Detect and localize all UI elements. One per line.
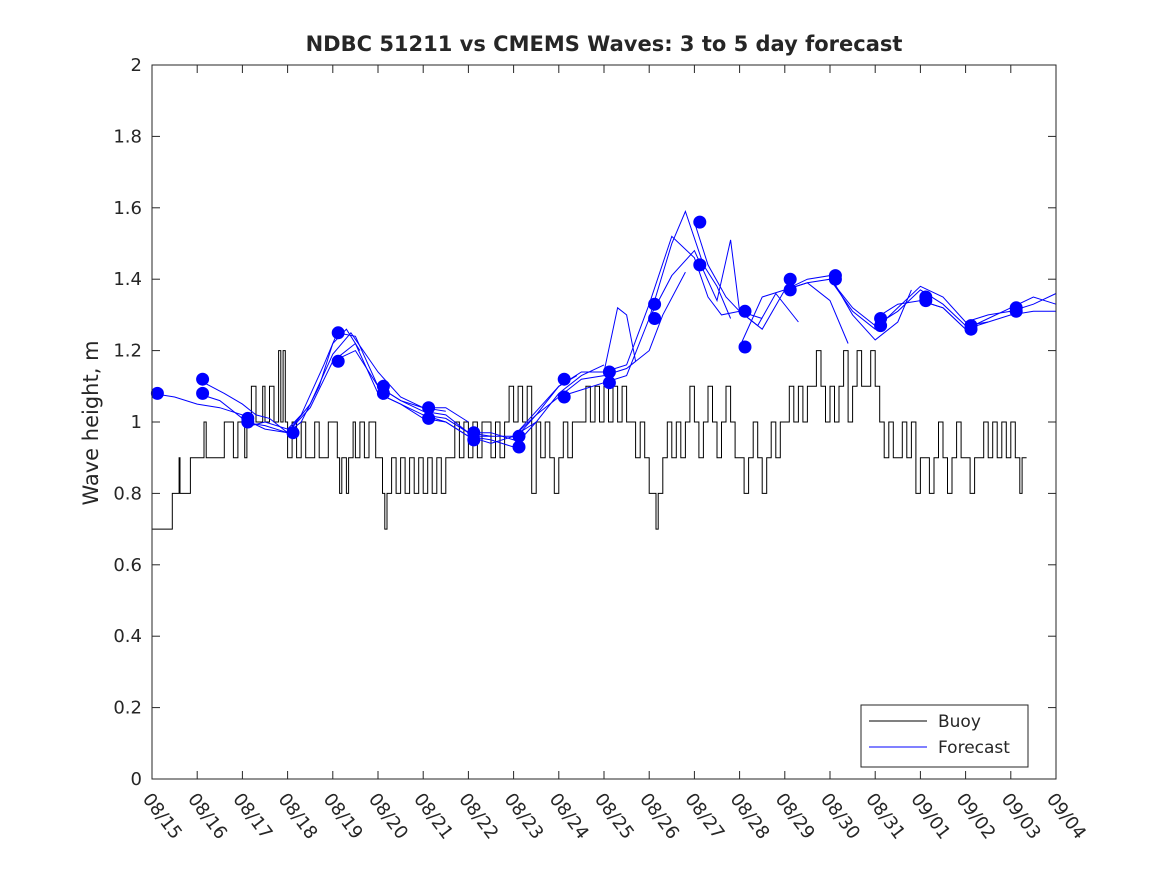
forecast-marker <box>557 372 571 386</box>
forecast-marker <box>150 386 164 400</box>
forecast-marker <box>376 386 390 400</box>
y-tick-label: 0.8 <box>113 483 142 504</box>
forecast-marker <box>196 372 210 386</box>
forecast-marker <box>467 433 481 447</box>
legend: Buoy Forecast <box>860 704 1029 768</box>
forecast-run-line-13 <box>648 239 799 327</box>
forecast-marker <box>557 390 571 404</box>
forecast-marker <box>196 386 210 400</box>
y-axis-label: Wave height, m <box>79 340 103 505</box>
legend-buoy-label: Buoy <box>938 712 981 732</box>
legend-box <box>860 704 1029 768</box>
legend-forecast-label: Forecast <box>938 738 1010 758</box>
y-tick-label: 0.6 <box>113 555 142 576</box>
forecast-marker <box>648 312 662 325</box>
forecast-run-line-12 <box>603 235 763 373</box>
forecast-marker <box>331 326 345 340</box>
forecast-marker <box>693 215 707 229</box>
forecast-marker <box>1009 304 1023 318</box>
y-tick-label: 1.6 <box>113 198 142 219</box>
forecast-marker <box>693 258 707 272</box>
buoy-series-line <box>152 350 1027 530</box>
forecast-marker <box>828 272 842 286</box>
forecast-run-line-2 <box>196 328 361 434</box>
forecast-marker <box>874 319 888 333</box>
forecast-run-line-11 <box>558 209 732 398</box>
forecast-marker <box>602 376 616 390</box>
y-tick-label: 1.4 <box>113 269 142 290</box>
forecast-marker <box>286 426 300 440</box>
forecast-marker <box>964 322 978 336</box>
y-tick-label: 1.2 <box>113 341 142 362</box>
forecast-run-line-3 <box>197 331 446 434</box>
forecast-marker <box>919 294 933 308</box>
forecast-marker <box>738 304 752 318</box>
y-tick-label: 0.4 <box>113 626 142 647</box>
y-tick-label: 0 <box>131 769 142 790</box>
forecast-run-line-19 <box>920 300 1056 330</box>
forecast-marker <box>783 283 797 297</box>
forecast-marker <box>241 415 255 429</box>
plot-area <box>150 209 1057 530</box>
forecast-marker <box>512 440 526 454</box>
forecast-marker <box>648 297 662 311</box>
y-tick-label: 1 <box>131 412 142 433</box>
y-tick-label: 2 <box>131 55 142 76</box>
forecast-marker <box>422 411 436 425</box>
y-tick-label: 0.2 <box>113 698 142 719</box>
forecast-run-line-14 <box>693 221 849 344</box>
forecast-marker <box>331 354 345 368</box>
y-tick-label: 1.8 <box>113 126 142 147</box>
forecast-marker <box>738 340 752 354</box>
chart-title: NDBC 51211 vs CMEMS Waves: 3 to 5 day fo… <box>306 32 903 56</box>
